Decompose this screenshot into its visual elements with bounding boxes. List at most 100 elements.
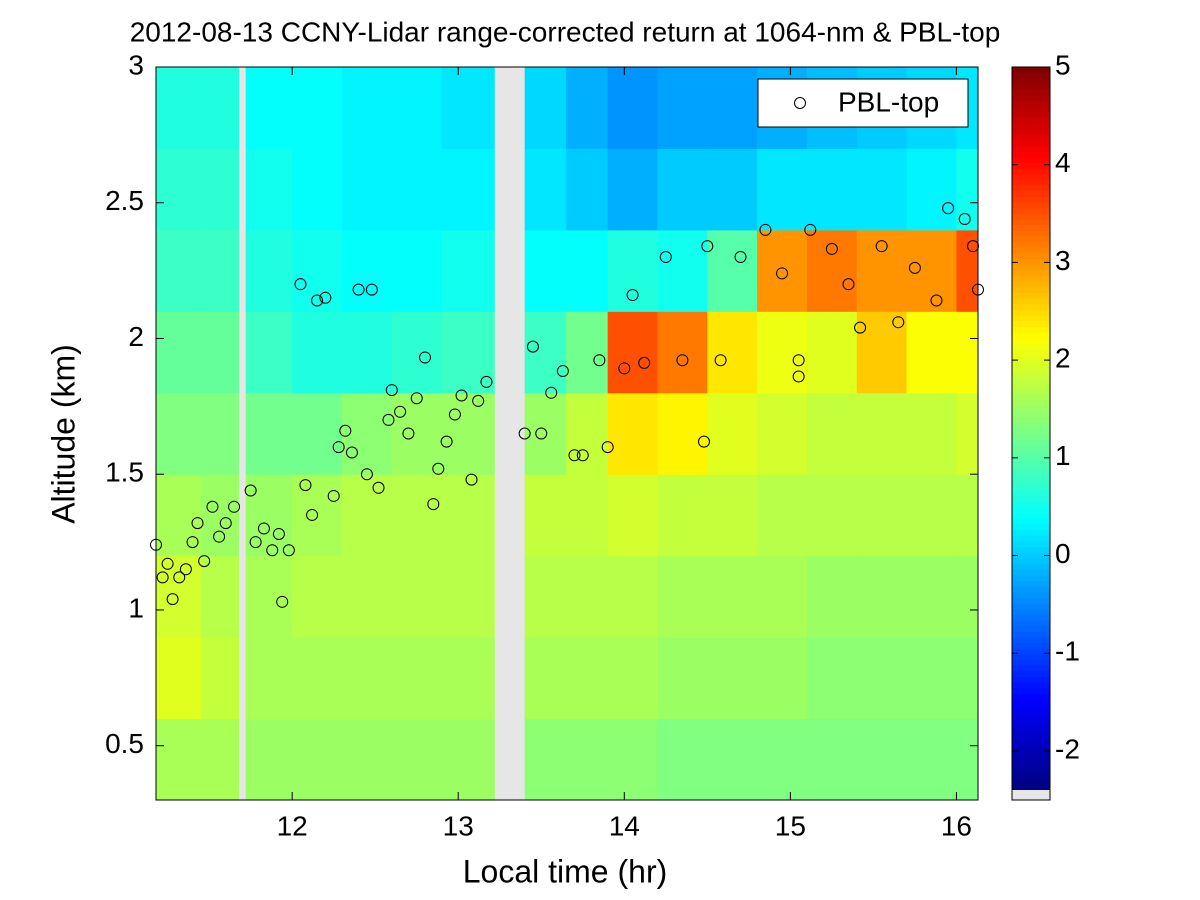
colorbar-step — [1012, 202, 1050, 209]
missing-cell — [494, 311, 526, 394]
colorbar-step — [1012, 422, 1050, 430]
colorbar-step — [1012, 428, 1050, 435]
pbl-point — [198, 555, 211, 568]
colorbar-frame — [1011, 66, 1051, 801]
heat-cell — [200, 67, 240, 149]
pbl-point — [825, 242, 838, 255]
colorbar-step — [1012, 208, 1050, 215]
colorbar-step — [1012, 507, 1050, 514]
heat-cell — [856, 392, 908, 475]
heat-cell — [391, 474, 443, 557]
colorbar-step — [1012, 185, 1050, 192]
colorbar-step — [1012, 270, 1050, 277]
colorbar-step — [1012, 727, 1050, 735]
pbl-point — [306, 508, 319, 521]
heat-cell — [566, 311, 609, 394]
colorbar-step — [1012, 569, 1050, 576]
heat-cell — [441, 474, 496, 557]
colorbar-step — [1012, 665, 1050, 672]
heat-cell — [341, 229, 393, 312]
legend-marker — [794, 97, 806, 109]
heat-cell — [341, 718, 393, 801]
colorbar-step — [1012, 671, 1050, 678]
pbl-point — [480, 375, 493, 388]
pbl-point — [734, 251, 747, 264]
heat-cell — [156, 311, 202, 394]
heat-cell — [956, 229, 979, 312]
colorbar-step — [1012, 140, 1050, 147]
pbl-point — [213, 530, 226, 543]
y-tick-label: 2 — [128, 321, 144, 352]
heat-cell — [156, 637, 202, 720]
heat-cell — [156, 392, 202, 475]
pbl-point — [352, 283, 365, 296]
colorbar-step — [1012, 253, 1050, 260]
colorbar-step — [1012, 660, 1050, 667]
colorbar-step — [1012, 309, 1050, 317]
colorbar-step — [1012, 575, 1050, 582]
heat-cell — [607, 555, 659, 638]
colorbar-step — [1012, 682, 1050, 689]
heat-cell — [607, 474, 659, 557]
heat-cell — [391, 555, 443, 638]
colorbar-step — [1012, 236, 1050, 243]
colorbar-step — [1012, 631, 1050, 639]
heat-cell — [906, 637, 957, 720]
colorbar-step — [1012, 473, 1050, 480]
heat-cell — [906, 148, 957, 231]
colorbar-step — [1012, 219, 1050, 226]
heat-cell — [391, 67, 443, 149]
colorbar-step — [1012, 564, 1050, 571]
pbl-point — [266, 544, 279, 557]
heat-cell — [806, 474, 858, 557]
colorbar-step — [1012, 123, 1050, 130]
pbl-point — [360, 468, 373, 481]
colorbar-tick-label: 0 — [1055, 538, 1071, 569]
pbl-point — [173, 571, 186, 584]
y-tick-label: 2.5 — [105, 185, 144, 216]
missing-cell — [494, 67, 526, 149]
heat-cell — [707, 555, 758, 638]
pbl-point — [440, 435, 453, 448]
heat-cell — [956, 718, 979, 801]
colorbar-step — [1012, 722, 1050, 729]
heat-cell — [156, 555, 202, 638]
colorbar-step — [1012, 174, 1050, 181]
colorbar-step — [1012, 744, 1050, 752]
legend-label: PBL-top — [838, 86, 939, 117]
heat-cell — [856, 555, 908, 638]
pbl-point — [427, 498, 440, 511]
pbl-point — [161, 557, 174, 570]
colorbar-step — [1012, 83, 1050, 91]
pbl-point — [319, 291, 332, 304]
colorbar-step — [1012, 100, 1050, 108]
colorbar-step — [1012, 338, 1050, 345]
pbl-point — [892, 316, 905, 329]
colorbar-step — [1012, 394, 1050, 401]
pbl-point — [972, 283, 984, 296]
pbl-point — [759, 223, 772, 236]
pbl-point — [282, 544, 295, 557]
colorbar-step — [1012, 552, 1050, 560]
heat-cell — [245, 392, 293, 475]
colorbar-step — [1012, 581, 1050, 588]
heat-cell — [956, 392, 979, 475]
pbl-point — [191, 517, 204, 530]
heat-cell — [707, 718, 758, 801]
colorbar-step — [1012, 292, 1050, 300]
x-axis-label: Local time (hr) — [463, 853, 668, 889]
heat-cell — [707, 67, 758, 149]
heat-cell — [906, 474, 957, 557]
colorbar: -2 -1 0 1 2 3 4 5 — [1011, 49, 1080, 801]
missing-cell — [239, 718, 247, 801]
heat-cell — [657, 718, 708, 801]
colorbar-step — [1012, 146, 1050, 153]
pbl-point — [967, 240, 980, 253]
colorbar-step — [1012, 304, 1050, 311]
missing-cell — [494, 637, 526, 720]
heat-cell — [707, 311, 758, 394]
heat-cell — [657, 311, 708, 394]
heat-cell — [245, 474, 293, 557]
colorbar-step — [1012, 281, 1050, 288]
heat-cell — [245, 67, 293, 149]
